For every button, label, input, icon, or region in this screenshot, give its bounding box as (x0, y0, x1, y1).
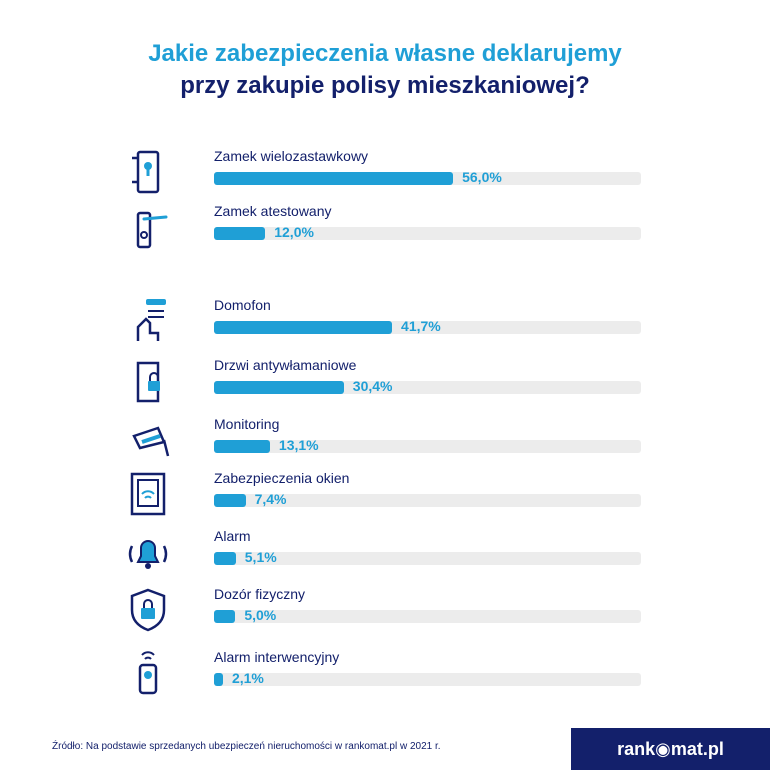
bar (214, 440, 270, 453)
chart-row: Dozór fizyczny 5,0% (0, 586, 770, 642)
value-label: 30,4% (352, 378, 393, 394)
bar-track (214, 227, 641, 240)
panic-button-icon (124, 649, 172, 697)
bar (214, 494, 246, 507)
chart-row: Zabezpieczenia okien 7,4% (0, 470, 770, 526)
value-label: 5,1% (244, 549, 277, 565)
chart-row: Alarm 5,1% (0, 528, 770, 584)
chart-row: Alarm interwencyjny 2,1% (0, 649, 770, 705)
bar-track (214, 440, 641, 453)
bar (214, 172, 454, 185)
category-label: Zabezpieczenia okien (214, 470, 350, 486)
intercom-icon (124, 297, 172, 345)
chart-title-line2: przy zakupie polisy mieszkaniowej? (180, 72, 590, 99)
bar (214, 610, 236, 623)
bar (214, 227, 266, 240)
cctv-camera-icon (124, 416, 172, 464)
value-label: 7,4% (254, 491, 287, 507)
category-label: Zamek wielozastawkowy (214, 148, 369, 164)
chart-row: Zamek atestowany 12,0% (0, 203, 770, 259)
brand-logo[interactable]: rank◉mat.pl (571, 728, 770, 770)
bar (214, 321, 393, 334)
value-label: 56,0% (462, 169, 502, 185)
value-label: 2,1% (231, 670, 264, 686)
bar (214, 381, 344, 394)
chart-row: Zamek wielozastawkowy 56,0% (0, 148, 770, 204)
alarm-bell-icon (124, 528, 172, 576)
value-label: 13,1% (278, 437, 319, 453)
category-label: Monitoring (214, 416, 280, 432)
category-label: Domofon (214, 297, 271, 313)
category-label: Alarm interwencyjny (214, 649, 340, 665)
shield-lock-icon (124, 586, 172, 634)
bar (214, 552, 236, 565)
value-label: 5,0% (244, 607, 277, 623)
category-label: Zamek atestowany (214, 203, 332, 219)
bar-track (214, 494, 641, 507)
door-handle-icon (124, 203, 172, 251)
brand-logo-text: rank◉mat.pl (617, 738, 724, 759)
category-label: Drzwi antywłamaniowe (214, 357, 357, 373)
bar-track (214, 552, 641, 565)
security-door-icon (124, 357, 172, 405)
chart-row: Monitoring 13,1% (0, 416, 770, 472)
bar-track (214, 610, 641, 623)
chart-title-line1: Jakie zabezpieczenia własne deklarujemy (148, 40, 622, 67)
door-lock-icon (124, 148, 172, 196)
chart-row: Domofon 41,7% (0, 297, 770, 353)
category-label: Dozór fizyczny (214, 586, 306, 602)
window-icon (124, 470, 172, 518)
bar (214, 673, 223, 686)
value-label: 41,7% (401, 318, 441, 334)
chart-row: Drzwi antywłamaniowe 30,4% (0, 357, 770, 413)
chart-title: Jakie zabezpieczenia własne deklarujemy … (0, 38, 770, 102)
source-note: Źródło: Na podstawie sprzedanych ubezpie… (52, 741, 441, 752)
category-label: Alarm (214, 528, 251, 544)
value-label: 12,0% (274, 224, 314, 240)
bar-track (214, 673, 641, 686)
